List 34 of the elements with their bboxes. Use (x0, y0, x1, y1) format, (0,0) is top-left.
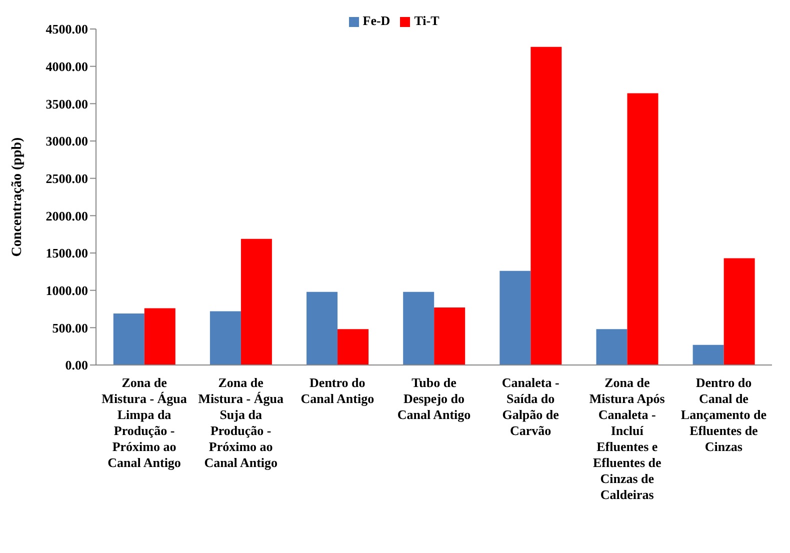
y-axis-title: Concentração (ppb) (10, 136, 25, 257)
legend-label: Fe-D (362, 13, 390, 28)
x-tick-label: Dentro do Canal Antigo (300, 375, 374, 406)
y-tick-label: 4000.00 (46, 58, 88, 74)
bar (338, 329, 369, 365)
x-tick-label: Zona de Mistura - Água Limpa da Produção - Próximo ao Canal Antigo (102, 375, 188, 470)
bar (530, 46, 562, 365)
x-tick-label: Dentro do Canal de Lançamento de Efluentes de Cinzas (680, 375, 767, 454)
y-tick-label: 500.00 (52, 320, 88, 336)
y-tick-label: 1500.00 (46, 246, 88, 261)
bar (403, 292, 434, 365)
bar (724, 258, 755, 365)
bar (434, 308, 466, 365)
bar (113, 313, 144, 365)
bar (692, 344, 724, 365)
y-tick-label: 4500.00 (46, 22, 88, 37)
x-tick-label: Zona de Mistura - Água Suja da Produção - Próximo ao Canal Antigo (198, 375, 284, 470)
bar (306, 292, 338, 365)
x-tick-label: Canaleta - Saída do Galpão de Carvão (502, 375, 560, 438)
y-tick-label: 3500.00 (46, 96, 88, 112)
bar (240, 238, 272, 365)
y-tick-label: 2000.00 (46, 208, 88, 224)
bar (596, 329, 628, 365)
bar (144, 308, 176, 365)
bar (627, 93, 658, 365)
legend-label: Ti-T (414, 13, 440, 28)
y-tick-label: 0.00 (65, 358, 88, 373)
y-tick-label: 2500.00 (46, 170, 88, 186)
y-tick-label: 3000.00 (46, 134, 88, 149)
y-tick-label: 1000.00 (46, 282, 88, 298)
bar (210, 311, 241, 365)
x-tick-label: Tubo de Despejo do Canal Antigo (397, 375, 471, 422)
x-tick-label: Zona de Mistura Após Canaleta - Incluí Efluentes e Efluentes de Cinzas de Caldeiras (589, 375, 665, 502)
bar (500, 270, 531, 365)
